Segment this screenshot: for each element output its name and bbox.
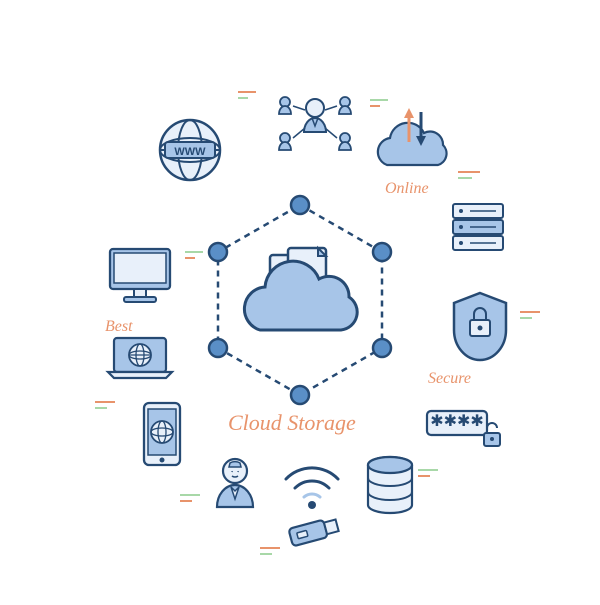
user-avatar-icon	[217, 459, 253, 507]
secure-label: Secure	[428, 370, 471, 388]
cloud-icon	[244, 261, 357, 330]
server-rack-icon	[453, 204, 503, 250]
shield-lock-icon	[454, 293, 506, 360]
www-globe-icon: WWW	[160, 120, 220, 180]
center-hexagon-network	[209, 196, 391, 404]
database-icon	[368, 457, 412, 513]
main-title: Cloud Storage	[228, 410, 356, 436]
usb-stick-icon	[288, 517, 339, 547]
wifi-icon	[286, 468, 338, 509]
password-icon: ✱✱✱✱	[427, 411, 500, 446]
people-group-icon	[279, 97, 351, 150]
infographic-canvas: WWW	[0, 0, 600, 600]
smartphone-globe-icon	[144, 403, 180, 465]
online-label: Online	[385, 180, 429, 198]
monitor-icon	[110, 249, 170, 302]
best-label: Best	[105, 318, 133, 336]
laptop-globe-icon	[108, 338, 172, 378]
cloud-sync-icon	[378, 108, 447, 165]
svg-text:WWW: WWW	[174, 146, 206, 158]
svg-text:✱✱✱✱: ✱✱✱✱	[430, 413, 484, 430]
